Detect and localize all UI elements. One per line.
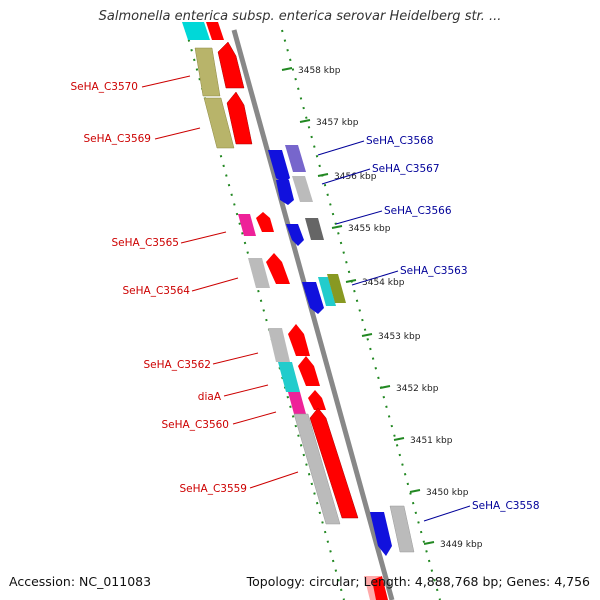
tick-label: 3449 kbp (440, 540, 483, 550)
gene-block[interactable] (286, 224, 304, 246)
gene-label-right[interactable]: SeHA_C3563 (400, 265, 468, 277)
right-gene-labels: SeHA_C3568 SeHA_C3567 SeHA_C3566 SeHA_C3563… (317, 135, 540, 522)
gene-label-left[interactable]: diaA (198, 391, 222, 403)
gene-block[interactable] (268, 150, 290, 184)
gene-block[interactable] (194, 47, 221, 97)
label-leader-line (212, 352, 259, 365)
gene-block[interactable] (203, 97, 235, 149)
gene-block[interactable] (285, 145, 306, 172)
gene-block[interactable] (293, 413, 341, 525)
gene-block[interactable] (309, 407, 359, 519)
tick-mark (361, 333, 373, 337)
gene-label-left[interactable]: SeHA_C3570 (70, 81, 138, 93)
gene-block[interactable] (288, 324, 310, 356)
gene-block[interactable] (318, 277, 336, 306)
label-leader-line (335, 210, 383, 225)
left-gene-labels: SeHA_C3570 SeHA_C3569 SeHA_C3565 SeHA_C3564… (70, 75, 299, 495)
label-leader-line (351, 270, 399, 286)
tick-marks: 3458 kbp 3457 kbp 3456 kbp 3455 kbp 3454 kbp… (281, 66, 483, 550)
gene-label-right[interactable]: SeHA_C3558 (472, 500, 540, 512)
label-leader-line (232, 411, 277, 425)
gene-block[interactable] (372, 576, 388, 600)
tick-mark (409, 489, 421, 493)
tick-label: 3458 kbp (298, 66, 341, 76)
gene-label-right[interactable]: SeHA_C3568 (366, 135, 434, 147)
label-leader-line (180, 231, 227, 244)
tick-label: 3451 kbp (410, 436, 453, 446)
gene-block[interactable] (276, 180, 294, 205)
tick-mark (281, 67, 293, 71)
gene-label-left[interactable]: SeHA_C3562 (143, 359, 211, 371)
tick-mark (423, 541, 435, 545)
label-leader-line (423, 505, 471, 522)
label-leader-line (154, 127, 201, 140)
tick-label: 3454 kbp (362, 278, 405, 288)
tick-label: 3453 kbp (378, 332, 421, 342)
label-leader-line (249, 471, 299, 489)
label-leader-line (317, 140, 365, 156)
gene-block[interactable] (389, 505, 415, 553)
tick-mark (345, 279, 357, 283)
tick-label: 3455 kbp (348, 224, 391, 234)
gene-block[interactable] (268, 328, 290, 362)
tick-label: 3457 kbp (316, 118, 359, 128)
gene-block[interactable] (226, 91, 253, 145)
gene-block[interactable] (370, 512, 392, 556)
gene-block[interactable] (256, 212, 274, 232)
tick-mark (379, 385, 391, 389)
tick-mark (393, 437, 405, 441)
tick-mark (317, 173, 329, 177)
gene-label-left[interactable]: SeHA_C3559 (179, 483, 247, 495)
gene-label-left[interactable]: SeHA_C3564 (122, 285, 190, 297)
gene-block[interactable] (206, 22, 224, 40)
gene-block[interactable] (238, 214, 256, 236)
tick-label: 3452 kbp (396, 384, 439, 394)
gene-label-left[interactable]: SeHA_C3560 (161, 419, 229, 431)
gene-label-right[interactable]: SeHA_C3566 (384, 205, 452, 217)
genome-title: Salmonella enterica subsp. enterica sero… (98, 9, 502, 24)
tick-mark (299, 119, 311, 123)
accession-text: Accession: NC_011083 (9, 574, 152, 589)
label-leader-line (191, 277, 239, 292)
gene-block[interactable] (302, 282, 324, 314)
label-leader-line (223, 384, 269, 397)
gene-block[interactable] (288, 392, 306, 414)
tick-mark (331, 225, 343, 229)
gene-block[interactable] (327, 274, 346, 303)
genome-backbone (231, 29, 395, 600)
gene-track (182, 22, 415, 600)
gene-block[interactable] (266, 253, 290, 284)
gene-block[interactable] (217, 41, 245, 89)
gene-label-left[interactable]: SeHA_C3569 (83, 133, 151, 145)
genome-summary-text: Topology: circular; Length: 4,888,768 bp… (246, 574, 590, 589)
tick-label: 3450 kbp (426, 488, 469, 498)
gene-block[interactable] (305, 218, 324, 240)
gene-block[interactable] (182, 22, 210, 40)
tick-label: 3456 kbp (334, 172, 377, 182)
gene-block[interactable] (308, 390, 326, 410)
gene-block[interactable] (298, 356, 320, 386)
gene-block[interactable] (278, 362, 300, 392)
gene-label-left[interactable]: SeHA_C3565 (111, 237, 179, 249)
ruler-line-right (281, 29, 441, 600)
gene-label-right[interactable]: SeHA_C3567 (372, 163, 440, 175)
label-leader-line (141, 75, 191, 88)
gene-block[interactable] (248, 258, 270, 288)
label-leader-line (321, 168, 371, 185)
gene-block[interactable] (292, 176, 313, 202)
